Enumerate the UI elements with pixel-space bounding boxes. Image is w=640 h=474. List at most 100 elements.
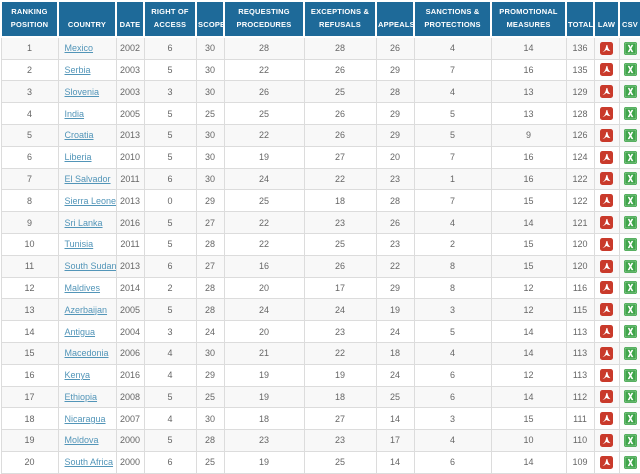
excel-icon[interactable] — [623, 259, 637, 273]
pdf-icon[interactable] — [600, 128, 613, 142]
country-link[interactable]: Nicaragua — [64, 413, 106, 424]
appeals-cell: 25 — [375, 385, 415, 409]
pdf-icon[interactable] — [600, 194, 613, 208]
pdf-icon[interactable] — [600, 346, 613, 360]
country-link[interactable]: Sierra Leone — [64, 195, 116, 206]
excel-icon[interactable] — [623, 216, 637, 230]
csv-cell — [618, 145, 640, 169]
sanctions-protections-cell: 8 — [413, 254, 492, 278]
excel-icon[interactable] — [623, 412, 637, 426]
pdf-icon[interactable] — [600, 216, 613, 230]
law-cell — [593, 276, 620, 300]
pdf-icon[interactable] — [600, 237, 613, 251]
position-cell: 1 — [0, 36, 59, 60]
excel-icon[interactable] — [623, 346, 637, 360]
pdf-icon[interactable] — [600, 85, 613, 99]
excel-icon[interactable] — [623, 281, 637, 295]
pdf-icon[interactable] — [600, 259, 613, 273]
excel-icon[interactable] — [623, 107, 637, 121]
table-row: 14 Antigua 2004 3 24 20 23 24 5 14 113 — [0, 320, 640, 343]
excel-icon[interactable] — [623, 150, 637, 164]
pdf-icon[interactable] — [600, 63, 613, 77]
country-link[interactable]: Azerbaijan — [64, 304, 108, 315]
country-link[interactable]: Slovenia — [64, 86, 100, 97]
pdf-icon[interactable] — [600, 368, 613, 382]
promotional-measures-cell: 12 — [490, 298, 567, 322]
excel-icon[interactable] — [623, 172, 637, 186]
country-link[interactable]: Kenya — [64, 370, 91, 381]
country-link[interactable]: South Africa — [64, 457, 114, 468]
promotional-measures-cell: 12 — [490, 363, 567, 387]
csv-cell — [618, 189, 640, 213]
csv-cell — [618, 211, 640, 234]
excel-icon[interactable] — [623, 194, 637, 208]
country-cell: Serbia — [57, 58, 117, 82]
excel-icon[interactable] — [623, 85, 637, 99]
country-link[interactable]: Antigua — [64, 326, 96, 337]
position-cell: 15 — [0, 341, 59, 365]
country-link[interactable]: Maldives — [64, 282, 101, 293]
exceptions-refusals-cell: 22 — [303, 341, 377, 365]
scope-cell: 27 — [195, 254, 225, 278]
exceptions-refusals-cell: 18 — [303, 189, 377, 213]
csv-cell — [618, 385, 640, 409]
excel-icon[interactable] — [623, 368, 637, 382]
right-of-access-cell: 5 — [143, 211, 197, 234]
pdf-icon[interactable] — [600, 412, 613, 426]
requesting-procedures-cell: 22 — [223, 58, 305, 82]
date-cell: 2013 — [115, 123, 145, 147]
pdf-icon[interactable] — [600, 150, 613, 164]
country-link[interactable]: Moldova — [64, 435, 99, 446]
country-link[interactable]: Croatia — [64, 130, 94, 141]
excel-icon[interactable] — [623, 41, 637, 55]
sanctions-protections-cell: 6 — [413, 363, 492, 387]
country-link[interactable]: Ethiopia — [64, 391, 98, 402]
table-row: 2 Serbia 2003 5 30 22 26 29 7 16 135 — [0, 58, 640, 82]
pdf-icon[interactable] — [600, 390, 613, 404]
law-cell — [593, 232, 620, 256]
excel-icon[interactable] — [623, 325, 637, 338]
pdf-icon[interactable] — [600, 107, 613, 121]
pdf-icon[interactable] — [600, 455, 613, 469]
csv-cell — [618, 232, 640, 256]
date-cell: 2005 — [115, 298, 145, 322]
country-link[interactable]: South Sudan — [64, 261, 116, 272]
pdf-icon[interactable] — [600, 281, 613, 295]
excel-icon[interactable] — [623, 390, 637, 404]
excel-icon[interactable] — [623, 237, 637, 251]
country-cell: El Salvador — [57, 167, 117, 191]
law-cell — [593, 450, 620, 474]
requesting-procedures-cell: 19 — [223, 385, 305, 409]
pdf-icon[interactable] — [600, 433, 613, 447]
country-link[interactable]: Mexico — [64, 43, 94, 54]
law-cell — [593, 36, 620, 60]
scope-cell: 24 — [195, 320, 225, 343]
country-link[interactable]: El Salvador — [64, 173, 111, 184]
sanctions-protections-cell: 4 — [413, 80, 492, 104]
pdf-icon[interactable] — [600, 303, 613, 317]
date-cell: 2005 — [115, 102, 145, 125]
excel-icon[interactable] — [623, 433, 637, 447]
table-row: 17 Ethiopia 2008 5 25 19 18 25 6 14 112 — [0, 385, 640, 409]
pdf-icon[interactable] — [600, 41, 613, 55]
date-cell: 2002 — [115, 36, 145, 60]
country-link[interactable]: Sri Lanka — [64, 217, 103, 228]
excel-icon[interactable] — [623, 63, 637, 77]
excel-icon[interactable] — [623, 455, 637, 469]
sanctions-protections-cell: 4 — [413, 341, 492, 365]
country-link[interactable]: Tunisia — [64, 239, 94, 250]
country-link[interactable]: India — [64, 108, 85, 119]
excel-icon[interactable] — [623, 128, 637, 142]
pdf-icon[interactable] — [600, 325, 613, 338]
promotional-measures-cell: 16 — [490, 145, 567, 169]
excel-icon[interactable] — [623, 303, 637, 317]
promotional-measures-cell: 15 — [490, 407, 567, 431]
pdf-icon[interactable] — [600, 172, 613, 186]
date-cell: 2000 — [115, 429, 145, 452]
table-row: 11 South Sudan 2013 6 27 16 26 22 8 15 120 — [0, 254, 640, 278]
total-cell: 113 — [565, 341, 595, 365]
country-link[interactable]: Serbia — [64, 64, 91, 75]
country-link[interactable]: Macedonia — [64, 348, 109, 359]
scope-cell: 30 — [195, 167, 225, 191]
country-link[interactable]: Liberia — [64, 152, 92, 163]
